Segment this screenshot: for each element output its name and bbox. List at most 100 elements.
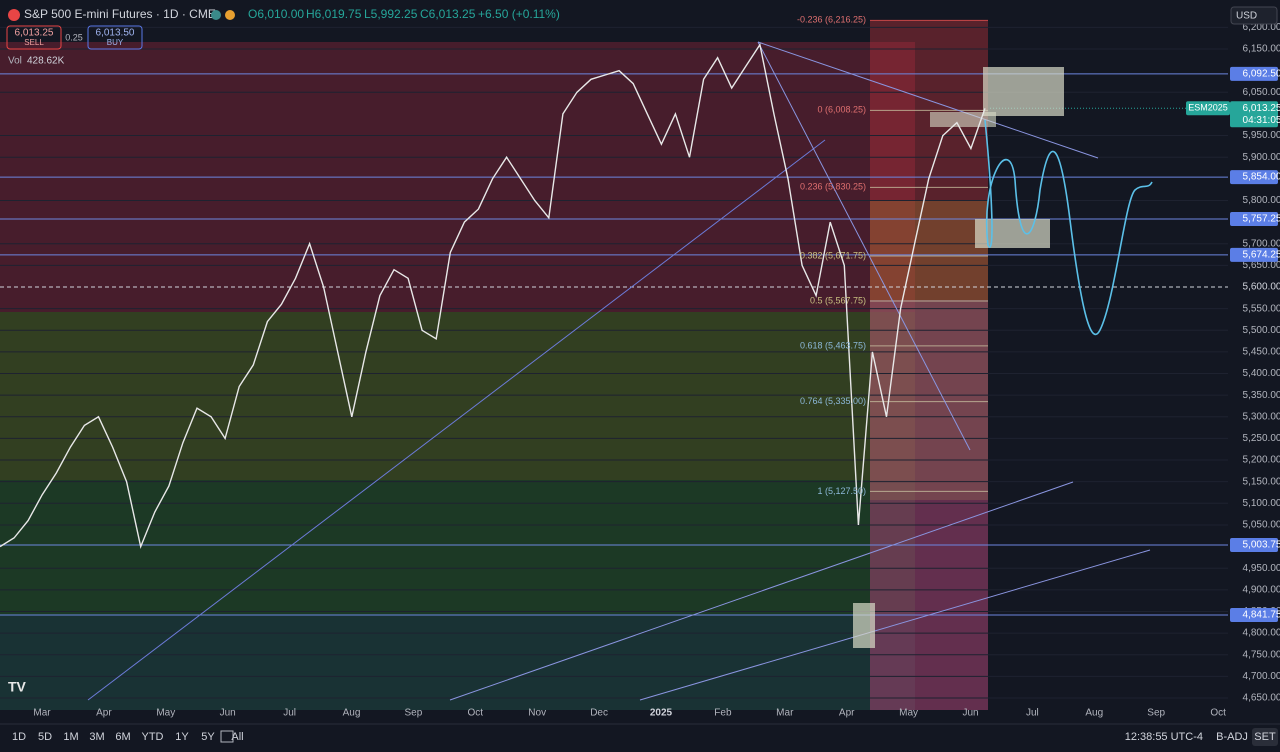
label-layer: 6,200.00 6,150.00 6,050.00 5,950.00 5,900.00…: [33, 15, 1280, 719]
clock: 12:38:55 UTC-4: [1125, 731, 1203, 743]
trend-line: [639, 549, 1151, 701]
sell-label: SELL: [24, 38, 44, 47]
price-tick-label: 5,200.00: [1243, 455, 1280, 466]
ohlc-high: H6,019.75: [306, 7, 362, 21]
settlement-bg[interactable]: [1252, 728, 1278, 746]
price-tick-label: 5,100.00: [1243, 498, 1280, 509]
price-tick-label: 6,200.00: [1243, 22, 1280, 33]
price-tick-label: 5,900.00: [1243, 152, 1280, 163]
price-tick-label: 5,300.00: [1243, 411, 1280, 422]
fib-label: 1 (5,127.50): [817, 486, 866, 496]
buy-button[interactable]: [87, 25, 143, 50]
spread: 0.25: [65, 32, 83, 42]
level-tag: [1230, 66, 1278, 81]
time-tick-label: Feb: [714, 708, 732, 719]
time-tick-label: May: [899, 708, 918, 719]
ohlc-low: L5,992.25: [364, 7, 418, 21]
time-tick-label: Mar: [33, 708, 51, 719]
range-button[interactable]: 5Y: [201, 731, 215, 743]
range-box: [853, 603, 875, 648]
bottom-toolbar: 1D 5D 1M 3M 6M YTD 1Y 5Y All 12:38:55 UTC-4 B-ADJ S…: [12, 728, 1278, 746]
last-price-tag: [1230, 101, 1278, 128]
fib-box-low: [870, 300, 988, 710]
target-box: [983, 67, 1064, 116]
time-tick-label: Nov: [528, 708, 546, 719]
level-label: 6,092.50: [1243, 69, 1280, 80]
time-tick-label: Oct: [1210, 708, 1226, 719]
trend-line: [87, 139, 826, 701]
trend-line: [757, 41, 1099, 159]
time-tick-label: 2025: [650, 708, 673, 719]
time-tick-label: Apr: [839, 708, 855, 719]
time-tick-label: Jun: [962, 708, 978, 719]
sell-button[interactable]: [6, 25, 62, 50]
time-tick-label: Apr: [96, 708, 112, 719]
price-tick-label: 5,650.00: [1243, 260, 1280, 271]
fib-label: 0.236 (5,830.25): [800, 182, 866, 192]
currency: USD: [1236, 11, 1257, 22]
fib-box-mid: [870, 200, 988, 500]
range-button[interactable]: 1D: [12, 731, 26, 743]
settlement-button[interactable]: SET: [1254, 731, 1276, 743]
level-label: 5,757.25: [1243, 214, 1280, 225]
ohlc-close: C6,013.25: [420, 7, 476, 21]
symbol: S&P 500 E-mini Futures · 1D · CME: [24, 7, 216, 21]
range-button[interactable]: 1Y: [175, 731, 189, 743]
price-tick-label: 4,650.00: [1243, 693, 1280, 704]
volume-value: 428.62K: [27, 56, 65, 67]
time-tick-label: Aug: [343, 708, 361, 719]
price-tick-label: 4,900.00: [1243, 584, 1280, 595]
fib-label: 0.764 (5,335.00): [800, 396, 866, 406]
price-tick-label: 6,050.00: [1243, 87, 1280, 98]
time-tick-label: Jul: [1026, 708, 1039, 719]
range-button[interactable]: 6M: [115, 731, 130, 743]
contract-label: ESM2025: [1188, 103, 1228, 113]
currency-select[interactable]: [1230, 6, 1278, 25]
price-tick-label: 5,250.00: [1243, 433, 1280, 444]
trend-line: [757, 41, 971, 451]
countdown: 04:31:05: [1243, 115, 1280, 126]
price-tick-label: 5,700.00: [1243, 238, 1280, 249]
price-tick-label: 5,800.00: [1243, 195, 1280, 206]
buy-price: 6,013.50: [96, 28, 135, 39]
fib-box: [870, 20, 988, 710]
fib-label: 0 (6,008.25): [817, 105, 866, 115]
level-label: 5,854.00: [1243, 172, 1280, 183]
time-tick-label: Jul: [283, 708, 296, 719]
price-line: [0, 42, 986, 549]
date-range-icon[interactable]: [220, 730, 234, 743]
level-tag: [1230, 537, 1278, 552]
price-tick-label: 4,700.00: [1243, 671, 1280, 682]
time-tick-label: May: [156, 708, 175, 719]
contract-tag: [1186, 101, 1230, 116]
range-button[interactable]: YTD: [142, 731, 164, 743]
price-tick-label: 5,350.00: [1243, 390, 1280, 401]
level-label: 4,841.75: [1243, 610, 1280, 621]
level-label: 5,674.25: [1243, 250, 1280, 261]
time-tick-label: Mar: [776, 708, 794, 719]
adjust-button[interactable]: B-ADJ: [1216, 731, 1248, 743]
time-tick-label: Sep: [405, 708, 423, 719]
range-button[interactable]: 1M: [63, 731, 78, 743]
range-button[interactable]: 5D: [38, 731, 52, 743]
time-tick-label: Jun: [220, 708, 236, 719]
time-tick-label: Sep: [1147, 708, 1165, 719]
time-tick-label: Oct: [468, 708, 484, 719]
range-button[interactable]: 3M: [89, 731, 104, 743]
range-button[interactable]: All: [231, 731, 243, 743]
fib-label: 0.382 (5,671.75): [800, 250, 866, 260]
volume-label: Vol: [8, 56, 22, 67]
price-tick-label: 4,800.00: [1243, 628, 1280, 639]
support-zone: [0, 312, 915, 480]
level-label: 5,003.75: [1243, 540, 1280, 551]
time-tick-label: Aug: [1085, 708, 1103, 719]
crosshair-label: 5,600.00: [1243, 282, 1280, 293]
sell-price: 6,013.25: [15, 28, 54, 39]
status-icon: [211, 10, 221, 20]
logo: TV: [8, 679, 27, 695]
volume-zone: [0, 615, 915, 710]
fib-label: 0.5 (5,567.75): [810, 295, 866, 305]
change: +6.50 (+0.11%): [478, 7, 560, 21]
